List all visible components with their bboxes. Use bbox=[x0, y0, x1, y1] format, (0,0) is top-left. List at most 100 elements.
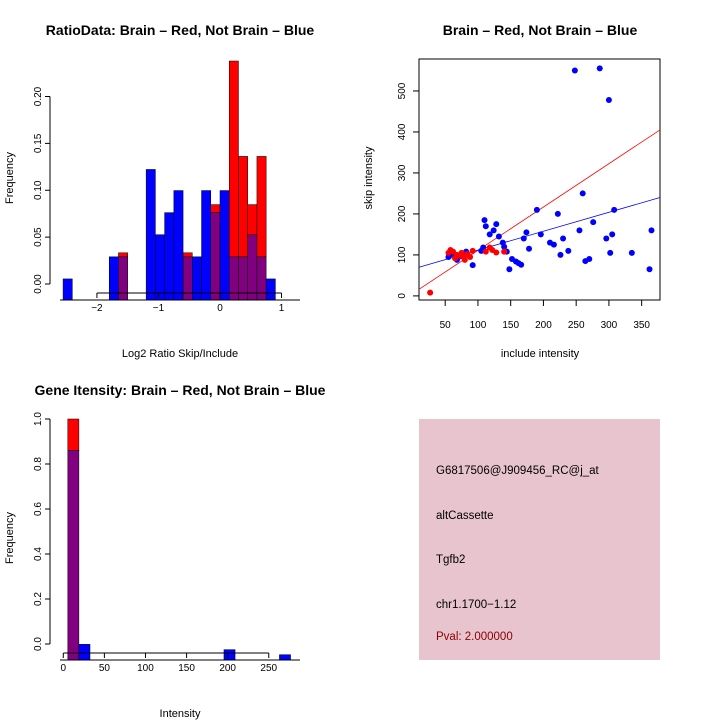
scatter-axes: 50 100 150 200 250 300 350 0 100 200 300 400 500 bbox=[397, 82, 650, 331]
gene-x-tick-label: 150 bbox=[178, 663, 195, 674]
gene-y-tick-label: 0.6 bbox=[33, 502, 44, 516]
scatter-point-not-brain bbox=[611, 206, 618, 213]
ratio-y-tick-label: 0.15 bbox=[33, 133, 44, 153]
ratio-overlap-bar bbox=[210, 212, 221, 301]
scatter-point-not-brain bbox=[586, 256, 593, 263]
ratio-overlap-bar bbox=[256, 256, 267, 301]
gene-y-tick-label: 0.2 bbox=[33, 592, 44, 606]
scatter-point-not-brain bbox=[520, 235, 527, 242]
probe-info-panel: G6817506@J909456_RC@j_at altCassette Tgf… bbox=[419, 419, 660, 660]
scatter-point-not-brain bbox=[605, 96, 612, 103]
gene-intensity-axes: 0 50 100 150 200 250 0.0 0.2 0.4 0.6 0.8 1.0 bbox=[33, 412, 278, 674]
ratio-brain-bar bbox=[247, 204, 258, 235]
ratio-brain-bar bbox=[118, 252, 128, 258]
scatter-point-not-brain bbox=[526, 245, 533, 252]
scatter-point-brain bbox=[427, 289, 434, 296]
location-text: chr1.1700−1.12 bbox=[436, 599, 517, 611]
scatter-y-tick-label: 200 bbox=[397, 205, 408, 222]
gene-intensity-title: Gene Itensity: Brain – Red, Not Brain – … bbox=[35, 382, 326, 398]
scatter-point-not-brain bbox=[523, 229, 530, 236]
scatter-plot-box bbox=[418, 58, 661, 301]
scatter-point-not-brain bbox=[550, 241, 557, 248]
scatter-title: Brain – Red, Not Brain – Blue bbox=[443, 22, 638, 38]
ratio-not-brain-bar bbox=[192, 256, 202, 301]
scatter-point-not-brain bbox=[537, 231, 544, 238]
scatter-point-not-brain bbox=[560, 235, 567, 242]
scatter-point-not-brain bbox=[609, 231, 616, 238]
intensity-scatter-panel: Brain – Red, Not Brain – Blue include in… bbox=[363, 22, 661, 360]
ratio-not-brain-bar bbox=[173, 190, 184, 301]
ratio-y-tick-label: 0.00 bbox=[33, 274, 44, 294]
gene-y-tick-label: 0.8 bbox=[33, 457, 44, 471]
ratio-x-tick-label: −1 bbox=[153, 303, 165, 314]
gene-intensity-bars bbox=[60, 418, 300, 661]
scatter-point-not-brain bbox=[482, 223, 489, 230]
ratio-histogram-title: RatioData: Brain – Red, Not Brain – Blue bbox=[46, 22, 315, 38]
scatter-point-not-brain bbox=[565, 247, 572, 254]
scatter-x-tick-label: 200 bbox=[535, 320, 552, 331]
gene-y-tick-label: 0.0 bbox=[33, 637, 44, 651]
ratio-x-tick-label: 1 bbox=[279, 303, 285, 314]
ratio-histogram-axes: −2 −1 0 1 0.00 0.05 0.10 0.15 0.20 bbox=[33, 86, 285, 314]
ratio-brain-bar bbox=[210, 204, 221, 213]
scatter-point-not-brain bbox=[628, 249, 635, 256]
gene-x-tick-label: 250 bbox=[260, 663, 277, 674]
ratio-not-brain-bar bbox=[219, 190, 230, 301]
gene-not-brain-bar bbox=[78, 644, 91, 661]
scatter-point-not-brain bbox=[590, 219, 597, 226]
scatter-point-not-brain bbox=[486, 231, 493, 238]
scatter-point-not-brain bbox=[596, 65, 603, 72]
ratio-x-tick-label: 0 bbox=[217, 303, 223, 314]
gene-intensity-xlabel: Intensity bbox=[160, 708, 201, 720]
scatter-point-brain bbox=[450, 248, 457, 255]
scatter-xlabel: include intensity bbox=[501, 348, 580, 360]
ratio-not-brain-bar bbox=[265, 278, 276, 301]
gene-overlap-bar bbox=[67, 450, 80, 661]
gene-y-tick-label: 1.0 bbox=[33, 412, 44, 426]
gene-not-brain-bar bbox=[279, 654, 291, 661]
ratio-histogram-ylabel: Frequency bbox=[4, 152, 16, 204]
scatter-point-brain bbox=[501, 248, 508, 255]
scatter-x-tick-label: 350 bbox=[633, 320, 650, 331]
gene-name-text: Tgfb2 bbox=[436, 554, 466, 566]
scatter-ylabel: skip intensity bbox=[363, 146, 375, 209]
event-type-text: altCassette bbox=[436, 510, 494, 522]
scatter-point-not-brain bbox=[518, 261, 525, 268]
gene-y-tick-label: 0.4 bbox=[33, 547, 44, 561]
ratio-overlap-bar bbox=[118, 256, 128, 301]
scatter-point-not-brain bbox=[607, 249, 614, 256]
ratio-not-brain-bar bbox=[155, 234, 165, 301]
scatter-point-not-brain bbox=[646, 266, 653, 273]
ratio-brain-bar bbox=[182, 252, 193, 258]
scatter-point-brain bbox=[461, 256, 468, 263]
scatter-point-not-brain bbox=[501, 243, 508, 250]
scatter-point-not-brain bbox=[648, 227, 655, 234]
gene-x-tick-label: 200 bbox=[219, 663, 236, 674]
scatter-points bbox=[427, 65, 655, 296]
ratio-overlap-bar bbox=[182, 256, 193, 301]
scatter-point-not-brain bbox=[469, 262, 476, 269]
scatter-x-tick-label: 250 bbox=[568, 320, 585, 331]
gene-not-brain-bar bbox=[223, 649, 236, 661]
ratio-histogram-panel: RatioData: Brain – Red, Not Brain – Blue… bbox=[4, 22, 314, 360]
scatter-point-not-brain bbox=[579, 190, 586, 197]
scatter-point-not-brain bbox=[481, 217, 488, 224]
scatter-y-tick-label: 500 bbox=[397, 82, 408, 99]
ratio-not-brain-bar bbox=[108, 256, 119, 301]
scatter-x-tick-label: 300 bbox=[601, 320, 618, 331]
ratio-brain-bar bbox=[256, 156, 267, 258]
ratio-overlap-bar bbox=[247, 234, 258, 301]
ratio-y-tick-label: 0.10 bbox=[33, 180, 44, 200]
scatter-point-not-brain bbox=[571, 67, 578, 74]
scatter-point-brain bbox=[467, 253, 474, 260]
ratio-not-brain-bar bbox=[145, 169, 156, 301]
gene-intensity-histogram-panel: Gene Itensity: Brain – Red, Not Brain – … bbox=[4, 382, 326, 720]
scatter-point-brain bbox=[469, 247, 476, 254]
scatter-point-not-brain bbox=[603, 235, 610, 242]
gene-brain-bar bbox=[67, 418, 80, 451]
scatter-point-not-brain bbox=[557, 251, 564, 258]
scatter-point-not-brain bbox=[533, 206, 540, 213]
scatter-y-tick-label: 300 bbox=[397, 164, 408, 181]
scatter-x-tick-label: 150 bbox=[502, 320, 519, 331]
ratio-not-brain-bar bbox=[201, 190, 212, 301]
